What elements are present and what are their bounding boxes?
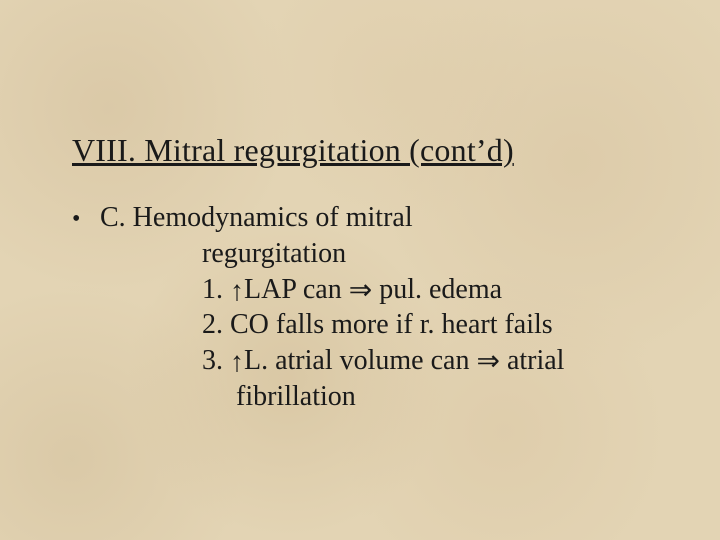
item3-mid: L. atrial volume can bbox=[244, 345, 476, 376]
item1-prefix: 1. bbox=[202, 274, 230, 305]
right-arrow-icon: ⇒ bbox=[476, 344, 499, 380]
up-arrow-icon: ↑ bbox=[230, 345, 244, 381]
bullet-text-line2: regurgitation bbox=[202, 236, 672, 272]
slide: VIII. Mitral regurgitation (cont’d) • C.… bbox=[0, 0, 720, 540]
item1-post: pul. edema bbox=[372, 274, 502, 305]
item1-mid: LAP can bbox=[244, 274, 349, 305]
bullet-text-line1: C. Hemodynamics of mitral bbox=[100, 200, 672, 236]
up-arrow-icon: ↑ bbox=[230, 274, 244, 310]
list-item-1: 1. ↑LAP can ⇒ pul. edema bbox=[202, 272, 672, 308]
list-item-3: 3. ↑L. atrial volume can ⇒ atrial bbox=[202, 343, 672, 379]
item3-post: atrial bbox=[500, 345, 565, 376]
list-item-2: 2. CO falls more if r. heart fails bbox=[202, 307, 672, 343]
bullet-icon: • bbox=[72, 200, 100, 235]
slide-title: VIII. Mitral regurgitation (cont’d) bbox=[72, 132, 514, 169]
list-item-3-cont: fibrillation bbox=[236, 379, 672, 415]
slide-body: • C. Hemodynamics of mitral regurgitatio… bbox=[72, 200, 672, 415]
right-arrow-icon: ⇒ bbox=[349, 273, 372, 309]
bullet-item: • C. Hemodynamics of mitral bbox=[72, 200, 672, 236]
item3-prefix: 3. bbox=[202, 345, 230, 376]
